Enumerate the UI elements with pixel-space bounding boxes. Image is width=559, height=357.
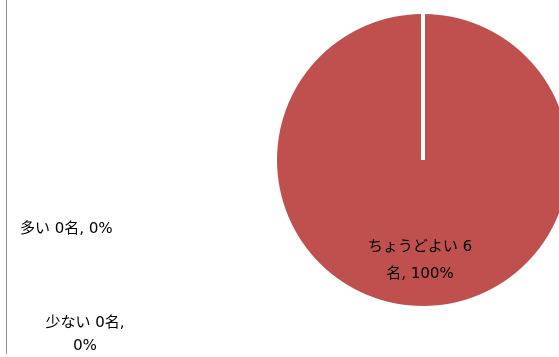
data-label-choudoyoi: ちょうどよい 6 名, 100% xyxy=(330,233,510,287)
data-label-choudoyoi-line2: 名, 100% xyxy=(386,264,454,282)
data-label-oi: 多い 0名, 0% xyxy=(20,219,113,237)
data-label-sukunai-line1: 少ない 0名, xyxy=(45,313,125,331)
pie-slice-choudoyoi xyxy=(277,14,559,306)
data-label-sukunai: 少ない 0名, 0% xyxy=(20,311,150,357)
chart-frame-edge xyxy=(6,0,7,354)
data-label-sukunai-line2: 0% xyxy=(73,336,97,354)
data-label-choudoyoi-line1: ちょうどよい 6 xyxy=(367,237,473,255)
